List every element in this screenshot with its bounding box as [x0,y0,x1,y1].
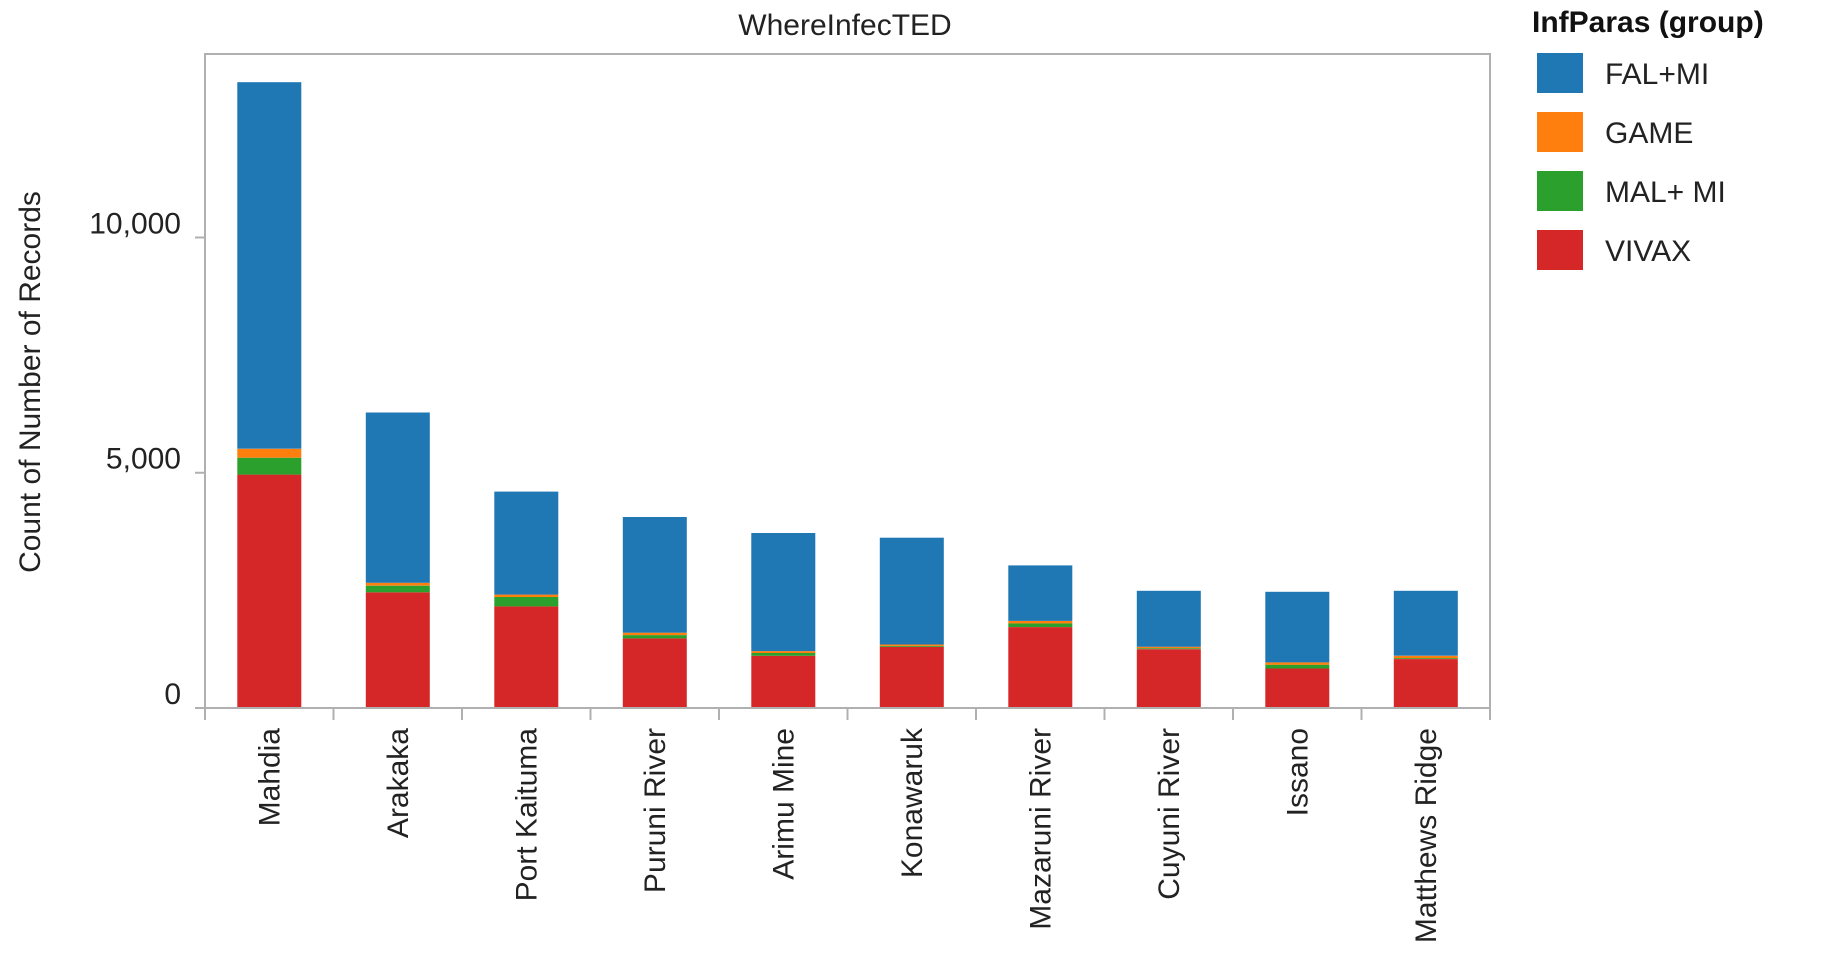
y-tick-label-2: 10,000 [89,207,181,240]
x-tick-label-5: Konawaruk [896,727,929,878]
chart-title: WhereInfecTED [738,9,951,42]
x-tick-label-6: Mazaruni River [1024,728,1057,930]
bar-segment-0-3 [237,82,302,449]
bar-segment-9-1 [1393,658,1458,659]
bar-segment-3-0 [622,638,687,708]
x-axis-ticks: Mahdia Arakaka Port Kaituma Puruni River Ari… [204,708,1491,943]
bar-segment-1-1 [365,585,430,593]
bar-segment-2-3 [494,491,559,595]
x-tick-label-8: Issano [1281,728,1314,816]
bar-segment-4-3 [751,533,816,652]
bar-segment-6-2 [1008,621,1073,624]
y-tick-label-1: 5,000 [106,443,181,476]
bar-segment-2-2 [494,594,559,597]
x-tick-label-0: Mahdia [253,728,286,827]
legend-label-3: VIVAX [1605,235,1691,268]
bar-segment-9-2 [1393,655,1458,659]
x-tick-label-1: Arakaka [382,728,415,838]
bar-segment-8-1 [1265,664,1330,669]
bar-segment-7-2 [1136,646,1201,649]
bar-segment-3-2 [622,632,687,636]
bar-segment-6-0 [1008,627,1073,708]
bar-segment-4-0 [751,655,816,708]
bar-segment-2-0 [494,606,559,708]
x-tick-label-3: Puruni River [639,728,672,893]
bar-segment-6-1 [1008,623,1073,628]
bar-segment-5-0 [879,646,944,708]
bar-segment-1-2 [365,582,430,586]
bar-segment-7-1 [1136,648,1201,650]
bar-segment-3-3 [622,517,687,633]
bar-segment-9-3 [1393,590,1458,656]
legend-label-2: MAL+ MI [1605,176,1726,209]
bar-segment-3-1 [622,635,687,639]
bar-segment-4-2 [751,651,816,653]
x-tick-label-9: Matthews Ridge [1410,728,1443,943]
x-tick-label-2: Port Kaituma [510,728,543,902]
y-tick-label-0: 0 [164,678,181,711]
bar-segment-7-0 [1136,649,1201,708]
legend-label-1: GAME [1605,117,1693,150]
legend-title: InfParas (group) [1532,6,1764,39]
bar-segment-0-1 [237,457,302,475]
y-axis-ticks: 0 5,000 10,000 [89,207,205,711]
bar-segment-2-1 [494,597,559,607]
bar-segment-1-0 [365,592,430,708]
bars-layer [237,82,1458,708]
legend-swatch-3 [1537,230,1583,270]
x-tick-label-7: Cuyuni River [1153,728,1186,900]
bar-segment-5-2 [879,644,944,646]
bar-segment-0-0 [237,474,302,708]
bar-segment-4-1 [751,653,816,656]
legend-swatch-0 [1537,53,1583,93]
bar-segment-5-3 [879,537,944,645]
bar-segment-1-3 [365,412,430,583]
legend-swatch-2 [1537,171,1583,211]
bar-segment-5-1 [879,645,944,647]
bar-segment-8-3 [1265,591,1330,663]
legend: InfParas (group) FAL+MI GAME MAL+ MI VIVAX [1532,6,1764,270]
bar-segment-9-0 [1393,659,1458,708]
legend-swatch-1 [1537,112,1583,152]
bar-segment-8-0 [1265,668,1330,708]
bar-segment-8-2 [1265,662,1330,665]
bar-segment-6-3 [1008,565,1073,621]
x-tick-label-4: Arimu Mine [767,728,800,880]
bar-segment-0-2 [237,448,302,458]
legend-label-0: FAL+MI [1605,58,1709,91]
y-axis-label: Count of Number of Records [14,191,47,573]
bar-segment-7-3 [1136,590,1201,647]
